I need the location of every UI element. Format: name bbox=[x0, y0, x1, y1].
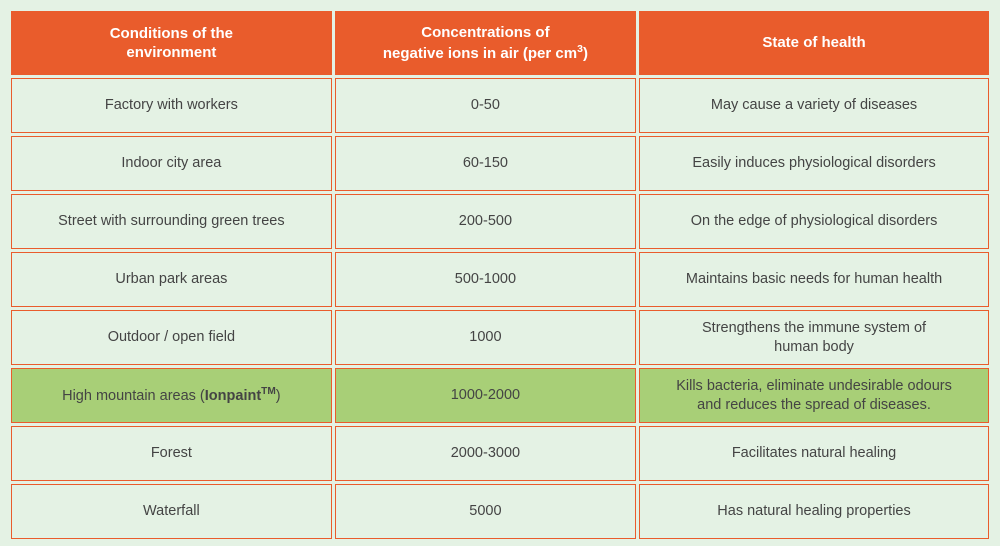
table-cell: 0-50 bbox=[335, 78, 636, 133]
col-header-health: State of health bbox=[639, 11, 989, 75]
table-cell: 200-500 bbox=[335, 194, 636, 249]
table-cell: Strengthens the immune system ofhuman bo… bbox=[639, 310, 989, 365]
table-cell: Facilitates natural healing bbox=[639, 426, 989, 481]
table-cell: Waterfall bbox=[11, 484, 332, 539]
table-cell: 500-1000 bbox=[335, 252, 636, 307]
table-cell: Urban park areas bbox=[11, 252, 332, 307]
col-header-environment: Conditions of theenvironment bbox=[11, 11, 332, 75]
table-cell: 1000 bbox=[335, 310, 636, 365]
table-cell: Forest bbox=[11, 426, 332, 481]
table-row: High mountain areas (IonpaintTM)1000-200… bbox=[11, 368, 989, 423]
table-row: Waterfall5000Has natural healing propert… bbox=[11, 484, 989, 539]
table-cell: May cause a variety of diseases bbox=[639, 78, 989, 133]
table-cell: Maintains basic needs for human health bbox=[639, 252, 989, 307]
table-cell: 2000-3000 bbox=[335, 426, 636, 481]
table-cell: Street with surrounding green trees bbox=[11, 194, 332, 249]
table-container: Conditions of theenvironment Concentrati… bbox=[0, 0, 1000, 546]
table-row: Outdoor / open field1000Strengthens the … bbox=[11, 310, 989, 365]
table-cell: Factory with workers bbox=[11, 78, 332, 133]
col-header-concentration: Concentrations ofnegative ions in air (p… bbox=[335, 11, 636, 75]
table-cell: 1000-2000 bbox=[335, 368, 636, 423]
table-cell: Has natural healing properties bbox=[639, 484, 989, 539]
ion-table: Conditions of theenvironment Concentrati… bbox=[8, 8, 992, 542]
table-body: Factory with workers0-50May cause a vari… bbox=[11, 78, 989, 539]
table-row: Forest2000-3000Facilitates natural heali… bbox=[11, 426, 989, 481]
table-cell: High mountain areas (IonpaintTM) bbox=[11, 368, 332, 423]
table-cell: Outdoor / open field bbox=[11, 310, 332, 365]
table-row: Urban park areas500-1000Maintains basic … bbox=[11, 252, 989, 307]
table-row: Indoor city area60-150Easily induces phy… bbox=[11, 136, 989, 191]
table-row: Factory with workers0-50May cause a vari… bbox=[11, 78, 989, 133]
table-cell: 60-150 bbox=[335, 136, 636, 191]
table-cell: 5000 bbox=[335, 484, 636, 539]
table-cell: Easily induces physiological disorders bbox=[639, 136, 989, 191]
table-cell: Indoor city area bbox=[11, 136, 332, 191]
table-row: Street with surrounding green trees200-5… bbox=[11, 194, 989, 249]
table-cell: On the edge of physiological disorders bbox=[639, 194, 989, 249]
table-head: Conditions of theenvironment Concentrati… bbox=[11, 11, 989, 75]
table-cell: Kills bacteria, eliminate undesirable od… bbox=[639, 368, 989, 423]
table-header-row: Conditions of theenvironment Concentrati… bbox=[11, 11, 989, 75]
